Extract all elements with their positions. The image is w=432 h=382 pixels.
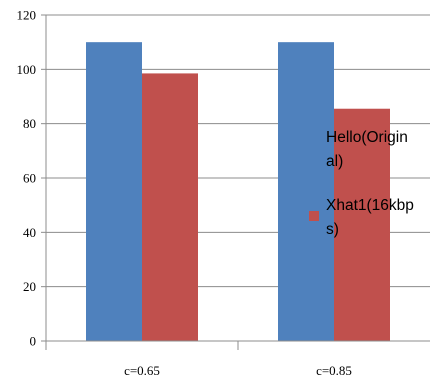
y-tick-label: 20: [23, 279, 36, 294]
legend-label-xhat1-16kbps: Xhat1(16kbp: [326, 197, 414, 214]
bar-hello-original-c=0.85: [278, 42, 334, 342]
legend-swatch-xhat1-16kbps: [309, 211, 319, 221]
legend-label-hello-original: al): [326, 153, 343, 170]
legend: Hello(Origin al) Xhat1(16kbp s): [309, 129, 414, 238]
bars: [86, 42, 390, 342]
bar-xhat1-16kbps-c=0.65: [142, 73, 198, 342]
y-tick-label: 80: [23, 116, 36, 131]
bar-hello-original-c=0.65: [86, 42, 142, 342]
tick-labels: 0 20 40 60 80 100 120 c=0.65 c=0.85: [17, 8, 352, 379]
x-tick-label: c=0.65: [124, 363, 160, 378]
legend-label-xhat1-16kbps: s): [326, 221, 339, 238]
x-tick-label: c=0.85: [316, 363, 352, 378]
y-tick-label: 0: [30, 334, 37, 349]
y-tick-label: 60: [23, 171, 36, 186]
bar-xhat1-16kbps-c=0.85: [334, 108, 390, 341]
legend-label-hello-original: Hello(Origin: [326, 129, 408, 146]
axes: [41, 14, 430, 350]
y-tick-label: 120: [17, 8, 37, 23]
y-tick-label: 40: [23, 225, 36, 240]
y-tick-label: 100: [17, 62, 37, 77]
